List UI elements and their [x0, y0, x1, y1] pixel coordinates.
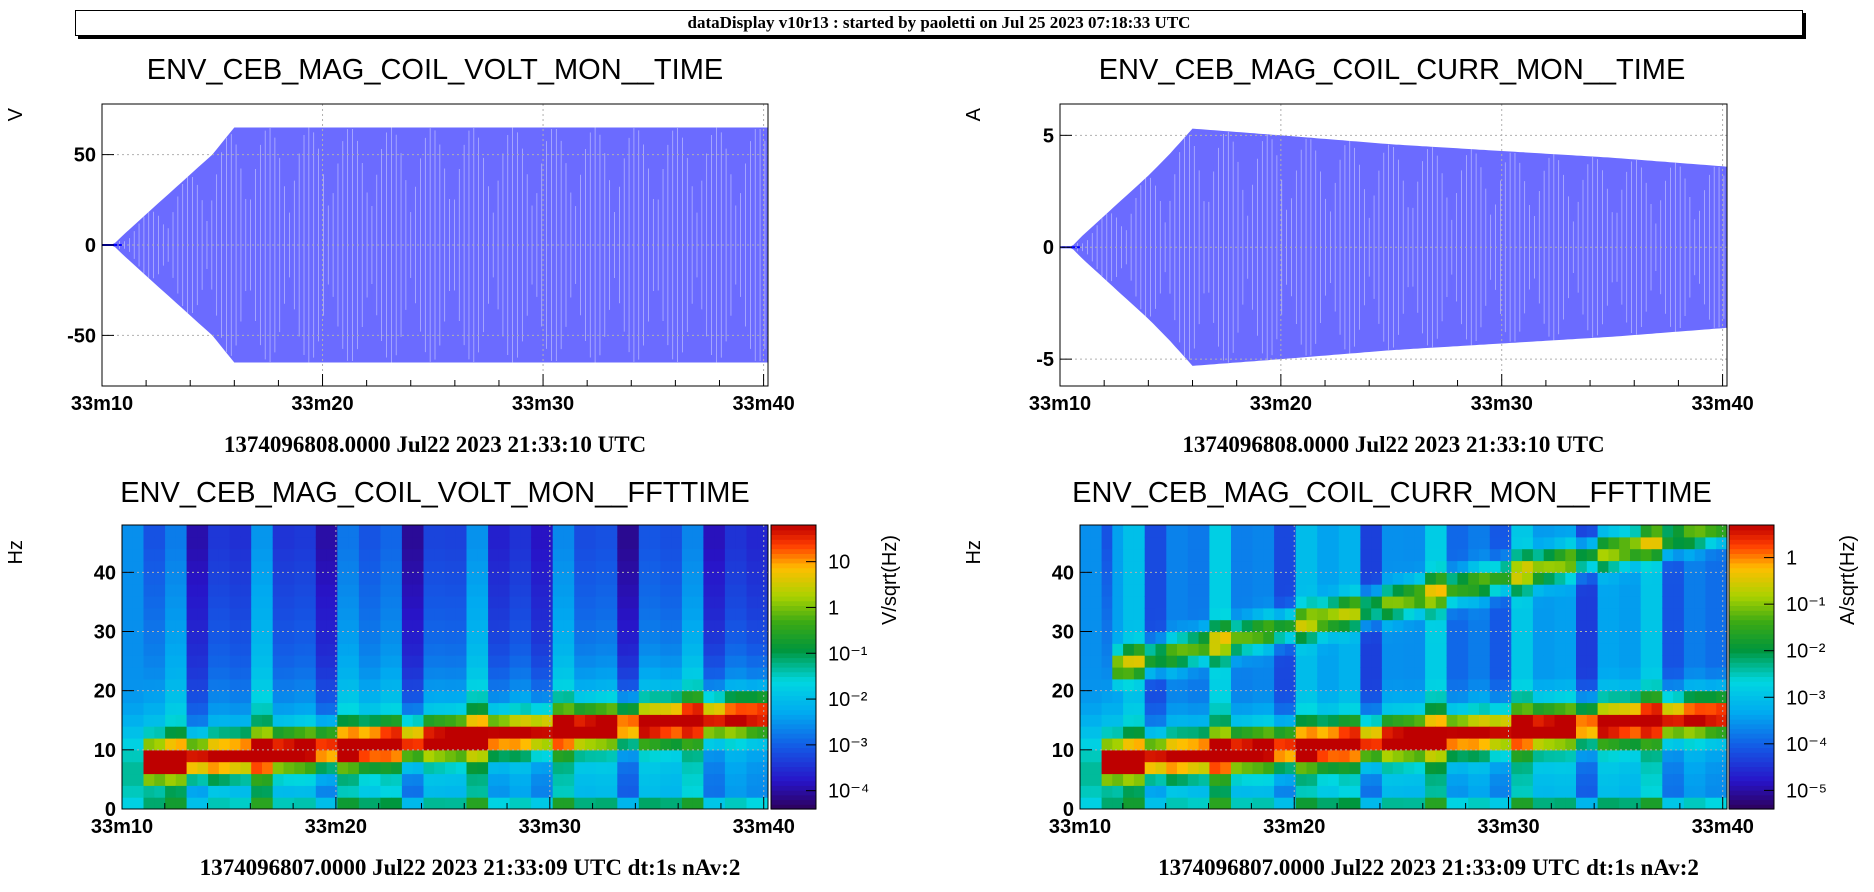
grid	[122, 525, 768, 810]
colorbar-tick-label: 10⁻²	[828, 689, 868, 711]
x-axis-label: 1374096807.0000 Jul22 2023 21:33:09 UTC …	[200, 855, 741, 880]
x-tick-label: 33m30	[1477, 816, 1539, 838]
y-tick-label: 30	[1052, 622, 1074, 644]
plot-panel-1: ENV_CEB_MAG_COIL_CURR_MON__TIME A 13740968…	[963, 54, 1754, 457]
plot-area	[1080, 525, 1727, 809]
y-axis-label: V	[5, 107, 27, 121]
y-axis: -5 0 5	[1036, 125, 1072, 371]
plot-panel-2: ENV_CEB_MAG_COIL_VOLT_MON__FFTTIME Hz 1374…	[5, 477, 901, 880]
y-tick-label: 0	[1063, 799, 1074, 821]
grid	[1080, 525, 1727, 810]
y-axis: -50 0 50	[67, 145, 114, 347]
y-tick-label: 20	[94, 681, 116, 703]
x-tick-label: 33m30	[519, 816, 581, 838]
y-tick-label: 30	[94, 622, 116, 644]
plot-title: ENV_CEB_MAG_COIL_CURR_MON__FFTTIME	[1072, 477, 1712, 509]
plot-title: ENV_CEB_MAG_COIL_VOLT_MON__TIME	[147, 54, 723, 86]
colorbar-frame	[770, 524, 817, 810]
colorbar: 10 1 10⁻¹ 10⁻² 10⁻³ 10⁻⁴ V/sqrt(Hz)	[770, 524, 901, 810]
y-axis: 0 10 20 30 40	[94, 562, 134, 821]
y-tick-label: -5	[1036, 349, 1054, 371]
plot-area	[122, 525, 768, 809]
plot-title: ENV_CEB_MAG_COIL_CURR_MON__TIME	[1099, 54, 1686, 86]
plot-panel-3: ENV_CEB_MAG_COIL_CURR_MON__FFTTIME Hz 1374…	[963, 477, 1859, 880]
x-axis: 33m10 33m20 33m30 33m40	[71, 374, 795, 415]
colorbar-tick-label: 10⁻¹	[1786, 594, 1826, 616]
y-tick-label: 20	[1052, 681, 1074, 703]
colorbar-tick-label: 1	[1786, 548, 1797, 570]
colorbar-label: A/sqrt(Hz)	[1837, 535, 1859, 625]
x-axis-label: 1374096808.0000 Jul22 2023 21:33:10 UTC	[224, 432, 646, 457]
x-tick-label: 33m40	[733, 816, 795, 838]
y-tick-label: 0	[85, 235, 96, 257]
y-tick-label: 40	[1052, 562, 1074, 584]
colorbar-frame	[1728, 524, 1775, 810]
x-tick-label: 33m40	[1692, 816, 1754, 838]
x-axis: 33m10 33m20 33m30 33m40	[1029, 374, 1754, 415]
grid	[102, 104, 768, 386]
heatmap-cells	[1080, 525, 1727, 809]
plot-frame	[1059, 103, 1728, 387]
heatmap-cells	[122, 525, 768, 809]
header-text: dataDisplay v10r13 : started by paoletti…	[687, 13, 1191, 32]
colorbar-tick-label: 10⁻²	[1786, 641, 1826, 663]
x-axis: 33m10 33m20 33m30 33m40	[91, 797, 795, 838]
y-tick-label: 5	[1043, 125, 1054, 147]
y-tick-label: 40	[94, 562, 116, 584]
x-tick-label: 33m20	[291, 393, 353, 415]
plot-area	[1060, 104, 1727, 386]
plot-panel-0: ENV_CEB_MAG_COIL_VOLT_MON__TIME V 13740968…	[5, 54, 795, 457]
x-tick-label: 33m20	[305, 816, 367, 838]
y-tick-label: -50	[67, 325, 96, 347]
plot-frame	[121, 524, 769, 810]
x-tick-label: 33m30	[512, 393, 574, 415]
y-tick-label: 10	[1052, 740, 1074, 762]
window-title-bar: dataDisplay v10r13 : started by paoletti…	[75, 10, 1803, 36]
colorbar-tick-label: 1	[828, 597, 839, 619]
y-tick-label: 10	[94, 740, 116, 762]
colorbar: 1 10⁻¹ 10⁻² 10⁻³ 10⁻⁴ 10⁻⁵ A/sqrt(Hz)	[1728, 524, 1859, 810]
colorbar-tick-label: 10⁻⁴	[828, 781, 869, 803]
x-tick-label: 33m10	[71, 393, 133, 415]
x-tick-label: 33m10	[1029, 393, 1091, 415]
x-tick-label: 33m20	[1250, 393, 1312, 415]
colorbar-label: V/sqrt(Hz)	[879, 535, 901, 625]
colorbar-tick-label: 10	[828, 552, 850, 574]
y-tick-label: 0	[1043, 237, 1054, 259]
colorbar-tick-label: 10⁻³	[828, 735, 868, 757]
y-tick-label: 50	[74, 145, 96, 167]
y-tick-label: 0	[105, 799, 116, 821]
colorbar-tick-label: 10⁻¹	[828, 643, 868, 665]
x-axis-label: 1374096808.0000 Jul22 2023 21:33:10 UTC	[1182, 432, 1604, 457]
x-tick-label: 33m40	[1691, 393, 1753, 415]
x-tick-label: 33m20	[1263, 816, 1325, 838]
y-axis-label: Hz	[963, 540, 985, 564]
y-axis: 0 10 20 30 40	[1052, 562, 1092, 821]
grid	[1060, 104, 1727, 386]
plot-frame	[1079, 524, 1728, 810]
x-tick-label: 33m10	[91, 816, 153, 838]
colorbar-tick-label: 10⁻⁵	[1786, 780, 1827, 802]
x-tick-label: 33m10	[1049, 816, 1111, 838]
x-axis: 33m10 33m20 33m30 33m40	[1049, 797, 1754, 838]
y-axis-label: Hz	[5, 540, 27, 564]
x-axis-label: 1374096807.0000 Jul22 2023 21:33:09 UTC …	[1158, 855, 1699, 880]
colorbar-tick-label: 10⁻³	[1786, 687, 1826, 709]
x-tick-label: 33m40	[732, 393, 794, 415]
colorbar-tick-label: 10⁻⁴	[1786, 734, 1827, 756]
plot-title: ENV_CEB_MAG_COIL_VOLT_MON__FFTTIME	[120, 477, 750, 509]
x-tick-label: 33m30	[1471, 393, 1533, 415]
y-axis-label: A	[963, 107, 985, 121]
